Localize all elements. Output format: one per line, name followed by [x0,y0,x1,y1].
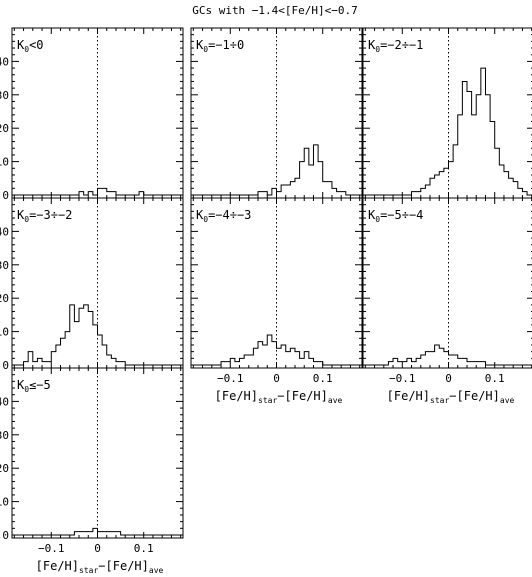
panel-6: K0=−5÷−4 −0.1 0 0.1 [Fe/H]star−[Fe/H]ave [362,197,532,405]
panel-label: K0≤−5 [17,378,51,394]
figure-title: GCs with −1.4<[Fe/H]<−0.7 [192,4,358,17]
x-tick-label: 0 [94,542,101,555]
panel-4: 0 10 20 30 40 K0=−3÷−2 [0,197,184,372]
histogram-step [365,67,532,196]
y-tick-label: 40 [0,55,9,68]
panel-5: K0=−4÷−3 −0.1 0 0.1 [Fe/H]star−[Fe/H]ave [190,197,363,405]
histogram-step [14,304,181,366]
x-tick-label: 0.1 [313,372,333,385]
histogram-step [193,144,360,196]
y-tick-label: 40 [0,225,9,238]
y-tick-label: 0 [2,529,9,542]
histogram-step [193,334,360,366]
panel-3: K0=−2÷−1 [362,27,532,199]
y-tick-label: 20 [0,122,9,135]
panel-label: K0=−4÷−3 [196,208,251,224]
x-axis-label: [Fe/H]star−[Fe/H]ave [215,389,343,405]
x-tick-label: 0.1 [134,542,154,555]
histogram-step [14,527,181,536]
panel-label: K0=−2÷−1 [368,38,423,54]
panel-label: K0<0 [17,38,44,54]
x-tick-label: −0.1 [38,542,65,555]
panel-label: K0=−3÷−2 [17,208,72,224]
x-tick-label: −0.1 [217,372,244,385]
y-tick-label: 40 [0,395,9,408]
y-tick-label: 30 [0,89,9,102]
y-tick-label: 20 [0,292,9,305]
y-tick-label: 10 [0,156,9,169]
x-tick-label: 0 [445,372,452,385]
panel-1: 0 10 20 30 40 K0<0 [0,27,184,202]
x-tick-label: 0 [273,372,280,385]
histogram-step [14,187,181,196]
x-axis-label: [Fe/H]star−[Fe/H]ave [36,559,164,575]
x-axis-label: [Fe/H]star−[Fe/H]ave [387,389,515,405]
y-tick-label: 30 [0,259,9,272]
histogram-panels: 0 10 20 30 40 K0<0 K0=−1÷0 K0=−2÷−1 0 10 20 30 40 K0=… [0,27,532,575]
panel-label: K0=−1÷0 [196,38,244,54]
y-tick-label: 30 [0,429,9,442]
y-tick-label: 20 [0,462,9,475]
panel-frame [362,27,532,199]
histogram-step [365,344,532,366]
y-tick-label: 10 [0,326,9,339]
panel-frame [362,197,532,369]
y-tick-label: 0 [2,189,9,202]
panel-2: K0=−1÷0 [190,27,363,199]
y-tick-label: 10 [0,496,9,509]
x-tick-label: −0.1 [389,372,416,385]
panel-7: 0 10 20 30 40 K0≤−5 −0.1 0 0.1 [Fe/H]star−[Fe/H]a… [0,367,184,575]
y-tick-label: 0 [2,359,9,372]
x-tick-label: 0.1 [485,372,505,385]
panel-label: K0=−5÷−4 [368,208,423,224]
